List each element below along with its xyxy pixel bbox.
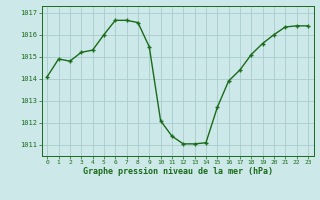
X-axis label: Graphe pression niveau de la mer (hPa): Graphe pression niveau de la mer (hPa): [83, 167, 273, 176]
